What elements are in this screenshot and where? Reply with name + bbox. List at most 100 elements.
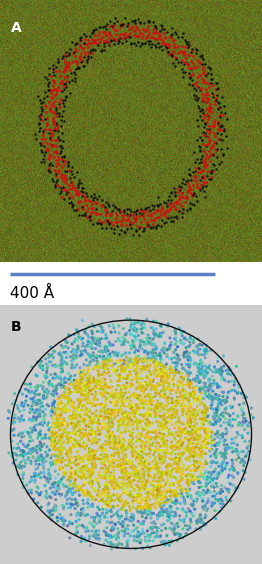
- Point: [154, 206, 158, 215]
- Point: [164, 369, 168, 378]
- Point: [211, 159, 215, 168]
- Point: [84, 355, 88, 364]
- Point: [225, 459, 229, 468]
- Point: [154, 365, 158, 374]
- Point: [242, 393, 246, 402]
- Point: [144, 455, 148, 464]
- Point: [176, 188, 180, 197]
- Point: [165, 478, 169, 487]
- Point: [207, 390, 211, 399]
- Point: [152, 433, 157, 442]
- Point: [117, 473, 121, 482]
- Point: [134, 472, 138, 481]
- Point: [82, 490, 86, 499]
- Point: [127, 435, 131, 444]
- Point: [167, 469, 171, 478]
- Point: [126, 419, 130, 428]
- Point: [78, 426, 83, 435]
- Point: [216, 357, 220, 366]
- Point: [133, 466, 137, 475]
- Point: [77, 332, 81, 341]
- Point: [142, 468, 146, 477]
- Point: [237, 418, 242, 428]
- Point: [198, 365, 202, 374]
- Point: [86, 397, 90, 406]
- Point: [130, 510, 134, 519]
- Point: [241, 447, 245, 456]
- Point: [148, 445, 152, 454]
- Point: [64, 186, 68, 195]
- Point: [72, 414, 76, 423]
- Point: [162, 441, 166, 450]
- Point: [62, 482, 66, 491]
- Point: [57, 404, 61, 413]
- Point: [212, 131, 217, 140]
- Point: [181, 469, 185, 478]
- Point: [104, 360, 108, 369]
- Point: [59, 419, 63, 428]
- Point: [206, 468, 211, 477]
- Point: [78, 383, 82, 392]
- Point: [137, 473, 141, 482]
- Point: [225, 440, 229, 450]
- Point: [163, 378, 167, 387]
- Point: [166, 207, 170, 216]
- Point: [59, 475, 64, 484]
- Point: [45, 121, 49, 130]
- Point: [55, 421, 59, 430]
- Point: [200, 447, 204, 456]
- Point: [121, 521, 125, 530]
- Point: [175, 417, 179, 426]
- Point: [106, 498, 110, 507]
- Point: [134, 327, 139, 336]
- Point: [57, 478, 61, 487]
- Point: [192, 460, 196, 469]
- Point: [199, 158, 203, 167]
- Point: [31, 399, 35, 408]
- Point: [81, 380, 85, 389]
- Point: [198, 523, 202, 532]
- Point: [194, 496, 199, 505]
- Point: [60, 454, 64, 463]
- Point: [101, 22, 105, 31]
- Point: [237, 388, 241, 397]
- Point: [198, 399, 202, 408]
- Point: [36, 358, 40, 367]
- Point: [143, 346, 147, 355]
- Point: [123, 331, 128, 340]
- Point: [201, 68, 206, 77]
- Point: [207, 438, 211, 447]
- Point: [212, 379, 216, 388]
- Point: [125, 536, 130, 545]
- Point: [190, 478, 194, 487]
- Point: [67, 374, 71, 383]
- Point: [196, 439, 200, 448]
- Point: [125, 483, 129, 492]
- Point: [149, 433, 153, 442]
- Point: [61, 107, 66, 116]
- Point: [113, 478, 117, 487]
- Point: [177, 396, 181, 406]
- Point: [49, 358, 53, 367]
- Point: [119, 351, 123, 360]
- Point: [158, 332, 162, 341]
- Point: [170, 52, 174, 61]
- Point: [126, 32, 130, 41]
- Point: [102, 459, 106, 468]
- Point: [108, 423, 113, 432]
- Point: [165, 397, 169, 406]
- Point: [64, 63, 68, 72]
- Point: [69, 203, 74, 212]
- Point: [191, 69, 195, 78]
- Point: [50, 402, 54, 411]
- Point: [127, 349, 132, 358]
- Point: [156, 407, 161, 416]
- Point: [204, 450, 208, 459]
- Point: [98, 473, 102, 482]
- Point: [80, 391, 84, 400]
- Point: [153, 344, 157, 353]
- Point: [96, 41, 100, 50]
- Point: [144, 489, 148, 498]
- Point: [178, 387, 182, 396]
- Point: [132, 319, 136, 328]
